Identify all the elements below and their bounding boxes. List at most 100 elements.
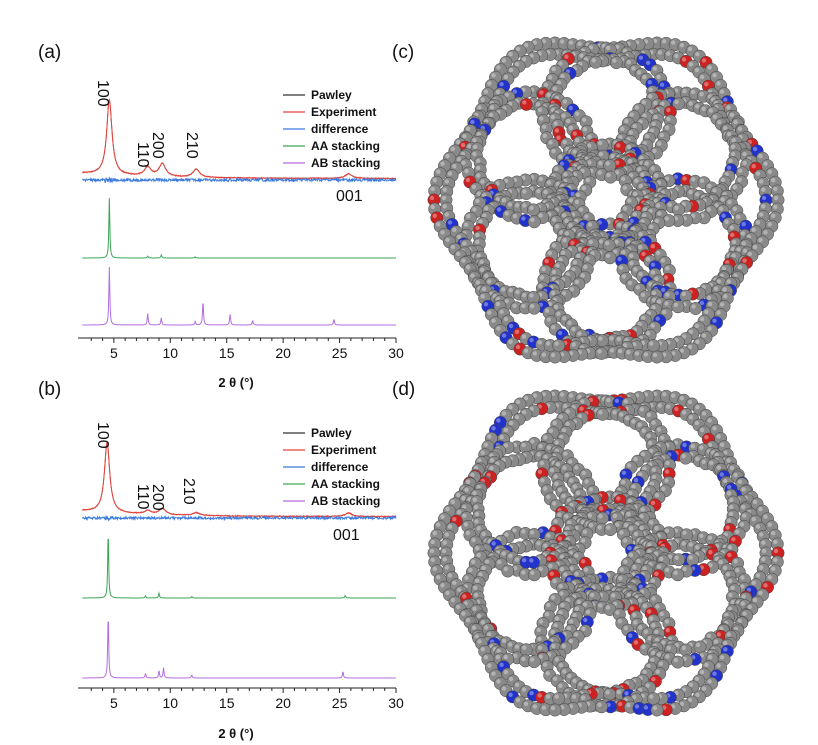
atom-highlight	[537, 693, 542, 698]
atom-highlight	[542, 133, 547, 138]
atom-highlight	[674, 205, 679, 210]
atom-highlight	[462, 513, 467, 518]
atom-highlight	[575, 138, 580, 143]
atom-highlight	[496, 65, 501, 70]
atom-highlight	[475, 546, 480, 551]
atom-highlight	[732, 185, 738, 190]
atom-highlight	[761, 557, 766, 562]
atom-highlight	[720, 197, 725, 202]
atom-highlight	[580, 273, 585, 278]
atom-highlight	[751, 227, 756, 232]
atom-highlight	[623, 523, 629, 528]
atom-highlight	[706, 207, 712, 212]
atom-highlight	[582, 127, 588, 132]
atom-highlight	[536, 452, 541, 457]
atom-highlight	[508, 553, 513, 558]
atom-highlight	[664, 216, 669, 221]
atom-highlight	[538, 619, 544, 624]
atom-sphere	[686, 553, 700, 567]
atom-highlight	[508, 52, 513, 57]
atom-highlight	[552, 578, 557, 584]
atom-highlight	[739, 522, 745, 527]
series-line-aa-stacking	[82, 538, 396, 599]
atom-highlight	[695, 692, 700, 697]
atom-highlight	[627, 280, 633, 286]
atom-highlight	[561, 428, 567, 433]
atom-highlight	[661, 486, 666, 491]
atom-highlight	[664, 176, 670, 181]
atom-highlight	[465, 265, 471, 270]
atom-highlight	[576, 599, 581, 605]
atom-highlight	[574, 199, 580, 205]
atom-highlight	[751, 580, 756, 585]
atom-highlight	[615, 522, 620, 527]
atom-highlight	[447, 573, 453, 578]
atom-sphere	[501, 564, 515, 578]
atom-highlight	[582, 529, 588, 534]
atom-highlight	[480, 620, 486, 625]
atom-sphere	[589, 55, 603, 69]
atom-sphere	[552, 692, 566, 706]
atom-highlight	[501, 638, 507, 643]
atom-highlight	[623, 559, 628, 564]
atom-highlight	[577, 414, 582, 419]
atom-highlight	[713, 639, 719, 644]
atom-highlight	[712, 188, 717, 193]
legend-entry: Pawley	[311, 426, 352, 440]
atom-highlight	[737, 618, 742, 624]
atom-highlight	[480, 647, 485, 652]
atom-sphere	[595, 334, 609, 348]
atom-highlight	[767, 169, 772, 174]
atom-highlight	[466, 214, 471, 219]
atom-highlight	[729, 465, 735, 471]
atom-highlight	[699, 533, 704, 538]
atom-highlight	[530, 570, 535, 575]
atom-highlight	[617, 701, 623, 707]
atom-highlight	[730, 232, 735, 238]
atom-highlight	[627, 159, 633, 164]
atom-highlight	[476, 165, 481, 171]
atom-highlight	[656, 564, 662, 569]
atom-highlight	[647, 636, 652, 641]
atom-highlight	[538, 176, 544, 182]
atom-highlight	[640, 292, 646, 297]
series-line-difference	[81, 176, 397, 184]
atom-highlight	[617, 348, 623, 354]
atom-highlight	[522, 203, 527, 208]
atom-highlight	[737, 126, 743, 131]
atom-highlight	[554, 694, 559, 699]
atom-highlight	[695, 456, 700, 461]
atom-highlight	[647, 542, 652, 547]
atom-highlight	[721, 213, 726, 218]
atom-highlight	[569, 287, 574, 292]
atom-highlight	[487, 663, 492, 668]
atom-highlight	[642, 603, 647, 608]
atom-highlight	[732, 206, 737, 211]
atom-highlight	[666, 116, 671, 122]
atom-highlight	[736, 247, 741, 252]
atom-highlight	[508, 323, 514, 329]
atom-highlight	[727, 485, 732, 490]
atom-highlight	[542, 662, 548, 667]
atom-highlight	[538, 566, 543, 572]
atom-highlight	[773, 548, 779, 554]
atom-highlight	[572, 149, 577, 154]
atom-highlight	[725, 525, 730, 530]
atom-highlight	[496, 326, 501, 331]
atom-highlight	[521, 656, 526, 662]
atom-highlight	[641, 644, 646, 650]
atom-highlight	[548, 75, 553, 80]
atom-highlight	[575, 111, 580, 116]
atom-highlight	[550, 352, 556, 358]
atom-highlight	[504, 211, 509, 216]
atom-highlight	[568, 105, 573, 111]
atom-highlight	[616, 496, 621, 501]
x-axis-label: 2 θ (°)	[218, 726, 253, 741]
atom-highlight	[575, 490, 581, 496]
atom-highlight	[558, 257, 563, 262]
atom-highlight	[591, 58, 596, 63]
atom-highlight	[564, 473, 569, 478]
atom-sphere	[527, 215, 541, 229]
atom-highlight	[450, 146, 456, 152]
